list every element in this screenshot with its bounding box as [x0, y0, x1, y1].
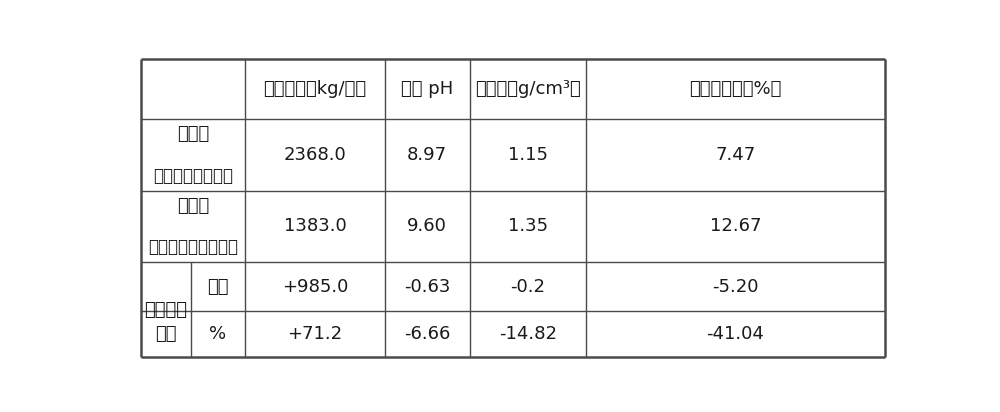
- Text: 8.97: 8.97: [407, 146, 447, 164]
- Text: -0.2: -0.2: [511, 278, 546, 295]
- Text: -14.82: -14.82: [499, 325, 557, 343]
- Text: 土壤容（g/cm³）: 土壤容（g/cm³）: [475, 80, 581, 98]
- Text: 差值: 差值: [207, 278, 229, 295]
- Text: -6.66: -6.66: [404, 325, 450, 343]
- Text: 处理区: 处理区: [177, 125, 209, 143]
- Text: 1383.0: 1383.0: [284, 217, 346, 235]
- Text: 相比: 相比: [155, 325, 176, 343]
- Text: -5.20: -5.20: [712, 278, 759, 295]
- Text: 1.15: 1.15: [508, 146, 548, 164]
- Text: 对照区: 对照区: [177, 197, 209, 215]
- Text: （施用改良材料）: （施用改良材料）: [153, 166, 233, 185]
- Text: 土壤碱化度（%）: 土壤碱化度（%）: [689, 80, 782, 98]
- Text: 9.60: 9.60: [407, 217, 447, 235]
- Text: +71.2: +71.2: [287, 325, 342, 343]
- Text: 土壤 pH: 土壤 pH: [401, 80, 453, 98]
- Text: 12.67: 12.67: [710, 217, 761, 235]
- Text: 2368.0: 2368.0: [284, 146, 346, 164]
- Text: 鲜草产量（kg/亩）: 鲜草产量（kg/亩）: [263, 80, 366, 98]
- Text: 1.35: 1.35: [508, 217, 548, 235]
- Text: -0.63: -0.63: [404, 278, 450, 295]
- Text: +985.0: +985.0: [282, 278, 348, 295]
- Text: %: %: [209, 325, 227, 343]
- Text: -41.04: -41.04: [706, 325, 764, 343]
- Text: 7.47: 7.47: [715, 146, 755, 164]
- Text: 与对照区: 与对照区: [144, 301, 187, 318]
- Text: （不施用改良材料）: （不施用改良材料）: [148, 238, 238, 256]
